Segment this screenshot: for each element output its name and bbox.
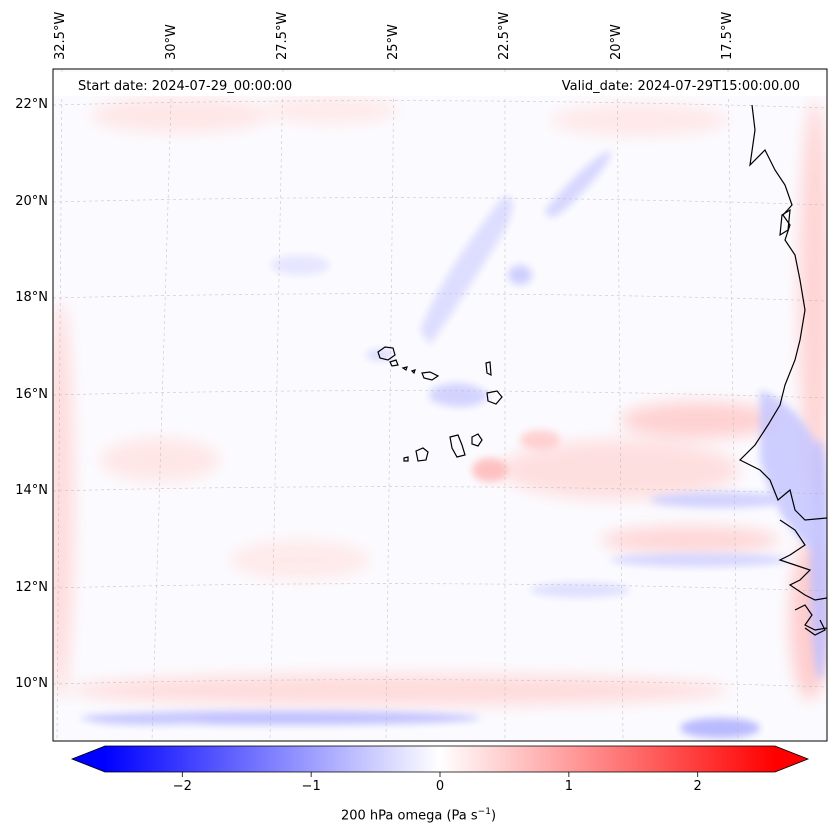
lat-label-16n: 16°N (15, 387, 48, 402)
colorbar-extend-max (775, 746, 808, 772)
colorbar-tick-label: 2 (693, 779, 702, 794)
lon-label-20w: 20°W (609, 24, 624, 60)
lon-label-17.5w: 17.5°W (720, 11, 735, 60)
omega-field (53, 96, 827, 738)
start-date-text: Start date: 2024-07-29_00:00:00 (78, 79, 292, 94)
lat-label-12n: 12°N (15, 580, 48, 595)
colorbar-tick-label: −1 (301, 779, 321, 794)
lon-label-22.5w: 22.5°W (497, 11, 512, 60)
lon-label-25w: 25°W (386, 24, 401, 60)
colorbar (70, 745, 810, 777)
lat-label-14n: 14°N (15, 483, 48, 498)
lat-label-10n: 10°N (15, 676, 48, 691)
colorbar-extend-min (72, 746, 105, 772)
graticule (53, 69, 827, 741)
colorbar-tick-label: −2 (172, 779, 192, 794)
lon-label-30w: 30°W (164, 24, 179, 60)
valid-date-text: Valid_date: 2024-07-29T15:00:00.00 (562, 79, 800, 94)
map-frame (52, 68, 828, 742)
map-panel: Start date: 2024-07-29_00:00:00 Valid_da… (53, 69, 827, 741)
lat-label-18n: 18°N (15, 290, 48, 305)
colorbar-tick-label: 1 (564, 779, 573, 794)
lon-label-27.5w: 27.5°W (275, 11, 290, 60)
colorbar-tick-label: 0 (435, 779, 445, 794)
lat-label-20n: 20°N (15, 194, 48, 209)
lat-label-22n: 22°N (15, 97, 48, 112)
coastline (377, 104, 827, 636)
colorbar-label: 200 hPa omega (Pa s−1) (340, 807, 497, 824)
annotation-background (53, 72, 827, 96)
lon-label-32.5w: 32.5°W (53, 11, 68, 60)
